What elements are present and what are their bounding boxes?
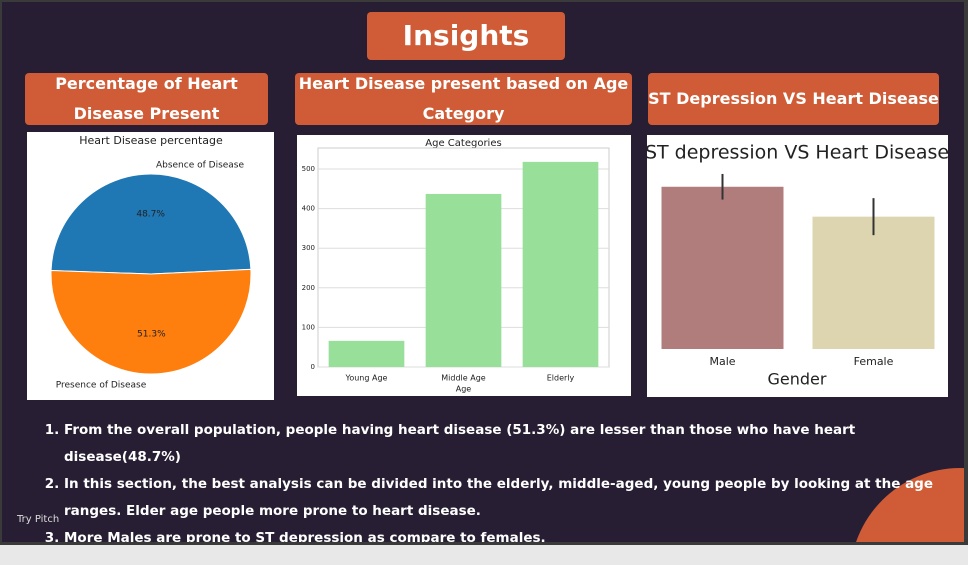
bullet: From the overall population, people havi…	[64, 417, 964, 471]
category-label: Presence of Disease	[56, 381, 147, 391]
bar	[661, 186, 784, 349]
value-label: 48.7%	[136, 210, 165, 220]
panel-heading: ST Depression VS Heart Disease	[648, 73, 939, 125]
y-tick-label: 400	[302, 205, 315, 213]
brand: Try Pitch	[17, 514, 60, 525]
bar	[812, 216, 935, 349]
value-label: 51.3%	[137, 329, 166, 339]
y-tick-label: 300	[302, 244, 315, 252]
pie-slice	[50, 173, 252, 275]
x-axis-label: Age	[456, 385, 472, 394]
panel-heading: Percentage of Heart Disease Present	[25, 73, 268, 125]
slide-title: Insights	[367, 12, 565, 60]
chart-title: Heart Disease percentage	[79, 134, 223, 147]
bottom-strip	[0, 545, 968, 565]
x-tick-label: Male	[709, 355, 735, 368]
errorbar-chart: ST depression VS Heart Disease Male Female…	[647, 135, 948, 397]
category-label: Absence of Disease	[156, 161, 245, 171]
panel-heading: Heart Disease present based on Age Categ…	[295, 73, 632, 125]
x-tick-label: Female	[854, 355, 894, 368]
x-axis-label: Gender	[768, 370, 827, 389]
bar	[328, 340, 405, 367]
x-tick-label: Middle Age	[441, 374, 486, 383]
y-tick-label: 200	[302, 284, 315, 292]
chart-title: Age Categories	[425, 138, 501, 149]
bar	[425, 193, 502, 367]
slide: Insights Percentage of Heart Disease Pre…	[2, 2, 964, 542]
y-tick-label: 100	[302, 323, 315, 331]
bullet: More Males are prone to ST depression as…	[64, 525, 964, 542]
bullet-list: From the overall population, people havi…	[24, 417, 964, 542]
bar-chart: Age Categories 0 100 200 300 400 500 Young Age M…	[297, 135, 631, 396]
x-tick-label: Young Age	[345, 374, 388, 383]
bar	[522, 161, 599, 367]
pie-chart: Heart Disease percentage 48.7% Absence of …	[27, 132, 274, 400]
chart-title: ST depression VS Heart Disease	[647, 142, 948, 164]
x-tick-label: Elderly	[547, 374, 575, 383]
bullet: In this section, the best analysis can b…	[64, 471, 964, 525]
y-tick-label: 0	[311, 363, 315, 371]
y-tick-label: 500	[302, 165, 315, 173]
pie-slice	[50, 268, 252, 375]
